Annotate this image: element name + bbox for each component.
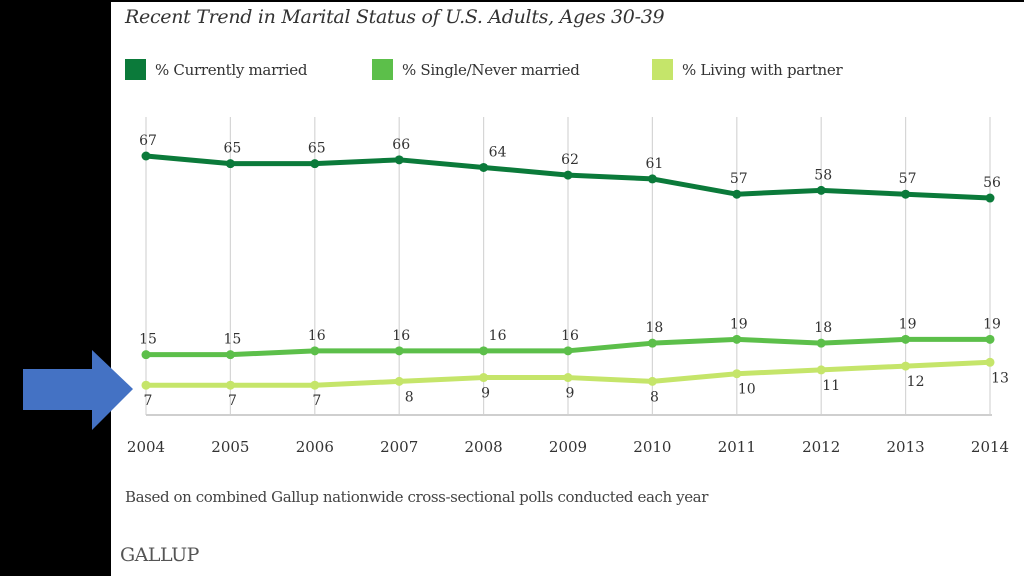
data-point — [647, 376, 657, 386]
chart-title: Recent Trend in Marital Status of U.S. A… — [125, 6, 665, 28]
data-label: 12 — [907, 374, 925, 390]
data-point — [141, 151, 151, 161]
x-tick-label: 2010 — [633, 438, 671, 456]
series-lines — [141, 151, 995, 390]
data-point — [141, 380, 151, 390]
data-label: 16 — [561, 328, 579, 344]
data-point — [901, 189, 911, 199]
data-point — [310, 346, 320, 356]
data-point — [732, 189, 742, 199]
legend-item-single-never-married: % Single/Never married — [372, 59, 580, 80]
data-label: 8 — [405, 389, 414, 405]
data-label: 19 — [730, 316, 748, 332]
data-label: 57 — [730, 171, 748, 187]
data-point — [816, 185, 826, 195]
data-point — [563, 373, 573, 383]
data-label: 66 — [392, 137, 410, 153]
data-label: 15 — [139, 332, 157, 348]
data-label: 61 — [645, 156, 663, 172]
data-label: 8 — [650, 389, 659, 405]
data-point — [732, 369, 742, 379]
data-label: 11 — [822, 378, 840, 394]
x-tick-label: 2006 — [296, 438, 334, 456]
legend-label: % Single/Never married — [402, 60, 580, 79]
legend-item-currently-married: % Currently married — [125, 59, 308, 80]
data-point — [985, 193, 995, 203]
data-point — [647, 338, 657, 348]
legend-label: % Living with partner — [682, 60, 843, 79]
data-label: 16 — [392, 328, 410, 344]
x-tick-label: 2007 — [380, 438, 418, 456]
data-point — [394, 346, 404, 356]
legend-swatch-single-never-married — [372, 59, 393, 80]
data-label: 9 — [566, 386, 575, 402]
data-point — [816, 338, 826, 348]
data-label: 10 — [738, 382, 756, 398]
data-point — [141, 350, 151, 360]
x-tick-label: 2008 — [465, 438, 503, 456]
legend-swatch-currently-married — [125, 59, 146, 80]
data-label: 19 — [983, 316, 1001, 332]
data-label: 62 — [561, 152, 579, 168]
data-label: 7 — [312, 393, 321, 409]
data-point — [479, 373, 489, 383]
data-label: 58 — [814, 167, 832, 183]
data-label: 18 — [645, 320, 663, 336]
data-point — [225, 159, 235, 169]
x-tick-label: 2012 — [802, 438, 840, 456]
data-point — [647, 174, 657, 184]
legend-swatch-living-with-partner — [652, 59, 673, 80]
x-tick-label: 2005 — [211, 438, 249, 456]
right-arrow-icon — [23, 350, 133, 430]
data-point — [985, 357, 995, 367]
data-point — [901, 361, 911, 371]
data-point — [225, 380, 235, 390]
data-point — [310, 380, 320, 390]
data-point — [901, 334, 911, 344]
x-tick-label: 2011 — [718, 438, 756, 456]
data-label: 9 — [481, 386, 490, 402]
data-label: 7 — [228, 393, 237, 409]
x-tick-label: 2014 — [971, 438, 1009, 456]
data-label: 64 — [489, 144, 507, 160]
data-label: 13 — [991, 370, 1009, 386]
data-point — [225, 350, 235, 360]
data-label: 65 — [308, 141, 326, 157]
data-point — [732, 334, 742, 344]
data-point — [816, 365, 826, 375]
data-label: 18 — [814, 320, 832, 336]
data-label: 16 — [308, 328, 326, 344]
data-label: 7 — [144, 393, 153, 409]
x-tick-label: 2013 — [887, 438, 925, 456]
data-point — [563, 346, 573, 356]
data-point — [563, 170, 573, 180]
data-point — [985, 334, 995, 344]
legend-item-living-with-partner: % Living with partner — [652, 59, 843, 80]
data-point — [479, 346, 489, 356]
gallup-logo: GALLUP — [120, 544, 199, 566]
data-label: 56 — [983, 175, 1001, 191]
x-tick-label: 2009 — [549, 438, 587, 456]
x-tick-label: 2004 — [127, 438, 165, 456]
data-point — [479, 162, 489, 172]
x-tick-labels: 2004 2005 2006 2007 2008 2009 2010 2011 2012 2013… — [127, 438, 1009, 456]
data-label: 57 — [899, 171, 917, 187]
data-labels: 67 65 65 66 64 62 61 57 58 57 56 15 15 16 16 16 16 18 19 18… — [139, 133, 1009, 409]
data-label: 15 — [223, 332, 241, 348]
legend-label: % Currently married — [155, 60, 308, 79]
data-label: 65 — [223, 141, 241, 157]
data-label: 19 — [899, 316, 917, 332]
data-label: 67 — [139, 133, 157, 149]
data-point — [394, 155, 404, 165]
data-label: 16 — [489, 328, 507, 344]
footnote: Based on combined Gallup nationwide cros… — [125, 488, 708, 506]
data-point — [310, 159, 320, 169]
data-point — [394, 376, 404, 386]
